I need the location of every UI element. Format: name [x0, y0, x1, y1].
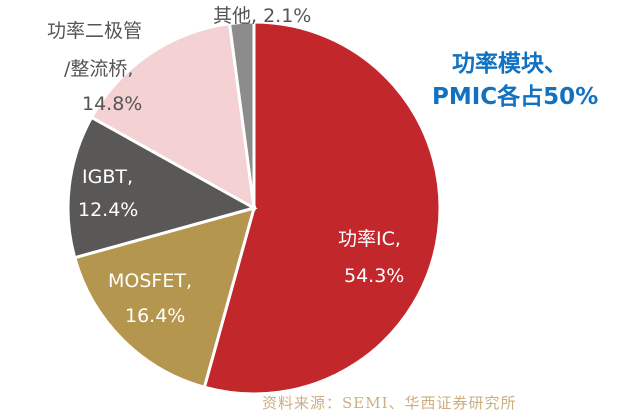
- annotation-line-2: PMIC各占50%: [432, 84, 599, 110]
- label-diode-value: 14.8%: [82, 93, 143, 115]
- pie-slice-1: [72, 205, 257, 390]
- label-diode-2: /整流桥,: [64, 58, 134, 80]
- annotation-line-1: 功率模块、: [452, 51, 567, 77]
- label-diode: 功率二极管: [47, 20, 143, 42]
- label-other: 其他, 2.1%: [213, 5, 312, 27]
- pie-slice-2: [66, 115, 258, 260]
- label-igbt: IGBT,: [82, 166, 134, 188]
- label-mosfet-value: 16.4%: [125, 305, 186, 327]
- pie-slice-3: [89, 21, 256, 211]
- label-mosfet: MOSFET,: [108, 270, 192, 292]
- source-note: 资料来源：SEMI、华西证券研究所: [262, 394, 517, 412]
- label-power-ic: 功率IC,: [338, 228, 401, 250]
- pie-slice-4: [227, 20, 256, 209]
- label-power-ic-value: 54.3%: [344, 265, 405, 287]
- label-igbt-value: 12.4%: [78, 199, 139, 221]
- pie-slice-0: [202, 20, 442, 396]
